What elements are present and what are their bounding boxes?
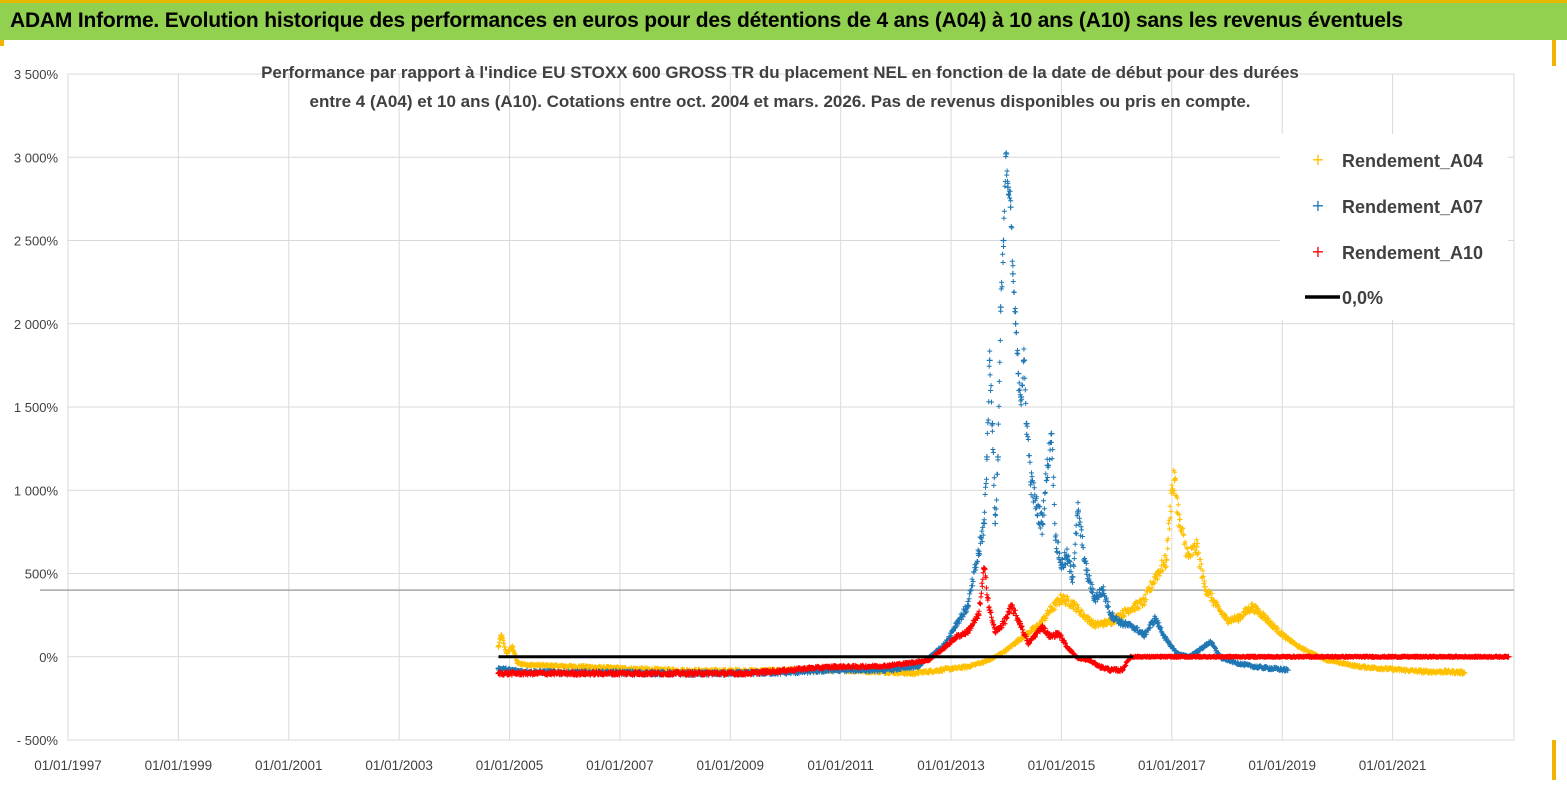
y-tick-label: 0% xyxy=(39,650,58,665)
data-point xyxy=(1012,320,1019,327)
y-tick-label: 3 500% xyxy=(14,67,59,82)
y-tick-label: - 500% xyxy=(17,733,59,748)
x-tick-label: 01/01/2003 xyxy=(365,758,433,773)
data-point xyxy=(1000,237,1007,244)
x-tick-label: 01/01/2005 xyxy=(476,758,544,773)
x-tick-label: 01/01/2001 xyxy=(255,758,323,773)
legend: + Rendement_A04 + Rendement_A07 + Rendem… xyxy=(1280,134,1508,320)
x-tick-label: 01/01/2007 xyxy=(586,758,654,773)
y-tick-label: 1 000% xyxy=(14,483,59,498)
series-layer xyxy=(495,150,1512,678)
chart-title-line-2: entre 4 (A04) et 10 ans (A10). Cotations… xyxy=(310,92,1251,111)
x-axis-ticks: 01/01/1997 01/01/1999 01/01/2001 01/01/2003… xyxy=(34,758,1426,773)
x-tick-label: 01/01/2017 xyxy=(1138,758,1206,773)
corner-marker-bottom-right xyxy=(1552,740,1556,780)
y-axis-ticks: 3 500% 3 000% 2 500% 2 000% 1 500% 1 000% 500%… xyxy=(14,67,59,748)
y-tick-label: 3 000% xyxy=(14,150,59,165)
page-title: ADAM Informe. Evolution historique des p… xyxy=(10,9,1403,32)
legend-label-a10: Rendement_A10 xyxy=(1342,243,1483,263)
legend-box xyxy=(1280,134,1508,320)
chart-title-line-1: Performance par rapport à l'indice EU ST… xyxy=(261,63,1299,82)
data-point-cloud xyxy=(496,565,1511,678)
x-tick-label: 01/01/2013 xyxy=(917,758,985,773)
legend-marker-a04: + xyxy=(1311,150,1324,169)
x-tick-label: 01/01/2009 xyxy=(697,758,765,773)
legend-label-zero: 0,0% xyxy=(1342,288,1383,308)
x-tick-label: 01/01/2015 xyxy=(1028,758,1096,773)
legend-marker-a07: + xyxy=(1311,196,1324,215)
legend-label-a04: Rendement_A04 xyxy=(1342,151,1483,171)
legend-label-a07: Rendement_A07 xyxy=(1342,197,1483,217)
series-rendement-a10 xyxy=(495,565,1512,678)
y-tick-label: 1 500% xyxy=(14,400,59,415)
y-tick-label: 500% xyxy=(25,567,59,582)
data-point xyxy=(1028,478,1035,485)
data-point xyxy=(1007,204,1014,211)
x-tick-label: 01/01/1999 xyxy=(145,758,213,773)
performance-chart: 3 500% 3 000% 2 500% 2 000% 1 500% 1 000% 500%… xyxy=(14,63,1515,773)
data-point xyxy=(992,520,999,527)
x-tick-label: 01/01/2011 xyxy=(807,758,874,773)
y-tick-label: 2 500% xyxy=(14,234,59,249)
x-tick-label: 01/01/2021 xyxy=(1359,758,1427,773)
data-point xyxy=(986,357,993,364)
y-tick-label: 2 000% xyxy=(14,317,59,332)
legend-marker-a10: + xyxy=(1311,242,1324,261)
data-point xyxy=(1009,270,1016,277)
x-tick-label: 01/01/2019 xyxy=(1248,758,1316,773)
x-tick-label: 01/01/1997 xyxy=(34,758,102,773)
header-banner: ADAM Informe. Evolution historique des p… xyxy=(0,0,1567,40)
corner-marker-top-left xyxy=(0,40,4,46)
corner-marker-top-right xyxy=(1552,40,1556,66)
